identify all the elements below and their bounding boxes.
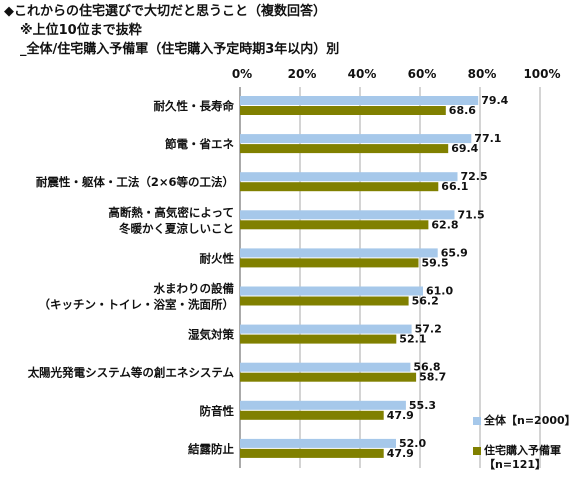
bar-buyers [240, 372, 417, 382]
x-tick-label: 60% [408, 67, 437, 81]
data-label-buyers: 56.2 [412, 295, 439, 308]
data-label-all: 72.5 [461, 170, 488, 183]
bar-buyers [240, 296, 409, 306]
bar-all [240, 400, 406, 410]
data-label-all: 65.9 [441, 246, 468, 259]
data-label-all: 52.0 [399, 437, 426, 450]
data-label-all: 71.5 [458, 208, 485, 221]
data-label-buyers: 69.4 [451, 142, 478, 155]
x-tick-label: 100% [523, 67, 560, 81]
data-label-all: 55.3 [409, 399, 436, 412]
legend-label-buyers-n: 【n=121】 [484, 458, 547, 471]
bar-all [240, 286, 423, 296]
bar-buyers [240, 220, 429, 230]
bar-buyers [240, 334, 397, 344]
category-label: 耐震性・躯体・工法（2×6等の工法） [36, 175, 234, 189]
bar-buyers [240, 182, 439, 192]
legend-swatch-all [473, 417, 481, 425]
category-label: 耐久性・長寿命 [154, 99, 235, 113]
data-label-buyers: 47.9 [387, 409, 414, 422]
category-label: 耐火性 [200, 251, 235, 265]
data-label-buyers: 47.9 [387, 447, 414, 460]
chart-title-block: ◆これからの住宅選びで大切だと思うこと（複数回答） ※上位10位まで抜粋 _全体… [4, 2, 339, 59]
category-label: 水まわりの設備 [154, 282, 235, 296]
data-label-buyers: 68.6 [449, 104, 476, 117]
chart-legend: 全体【n=2000】 住宅購入予備軍 【n=121】 [473, 414, 576, 488]
category-label: 高断熱・高気密によって [108, 205, 234, 219]
bar-all [240, 438, 396, 448]
data-label-all: 61.0 [426, 285, 453, 298]
data-label-buyers: 52.1 [399, 333, 426, 346]
category-label: 結露防止 [188, 442, 234, 456]
legend-label-buyers: 住宅購入予備軍 [484, 444, 561, 457]
bar-all [240, 134, 472, 144]
category-label: 太陽光発電システム等の創エネシステム [27, 366, 235, 380]
bar-buyers [240, 448, 384, 458]
bar-all [240, 248, 438, 258]
legend-label-all: 全体【n=2000】 [484, 414, 576, 427]
x-tick-label: 0% [232, 67, 252, 81]
bar-all [240, 96, 479, 105]
legend-item-all: 全体【n=2000】 [473, 414, 576, 428]
bar-all [240, 362, 411, 372]
data-label-all: 56.8 [413, 361, 440, 374]
data-label-buyers: 59.5 [422, 256, 449, 269]
x-tick-label: 20% [288, 67, 317, 81]
chart-subtitle-note: ※上位10位まで抜粋 [20, 23, 142, 38]
bar-buyers [240, 258, 419, 268]
category-label: 節電・省エネ [164, 137, 234, 151]
category-label: 冬暖かく夏涼しいこと [119, 221, 234, 235]
bar-buyers [240, 410, 384, 420]
x-tick-label: 40% [348, 67, 377, 81]
legend-swatch-buyers [473, 447, 481, 455]
chart-title: ◆これからの住宅選びで大切だと思うこと（複数回答） [4, 4, 326, 19]
data-label-all: 77.1 [474, 132, 501, 145]
data-label-all: 57.2 [415, 323, 442, 336]
data-label-buyers: 62.8 [431, 218, 458, 231]
bar-all [240, 324, 412, 334]
category-label: 湿気対策 [188, 328, 234, 342]
bar-all [240, 210, 455, 220]
legend-item-buyers: 住宅購入予備軍 【n=121】 [473, 444, 576, 472]
bar-buyers [240, 106, 446, 115]
x-tick-label: 80% [468, 67, 497, 81]
data-label-buyers: 58.7 [419, 371, 446, 384]
chart-subtitle-breakdown: _全体/住宅購入予備軍（住宅購入予定時期3年以内）別 [20, 42, 340, 57]
data-label-all: 79.4 [481, 94, 508, 107]
category-label: （キッチン・トイレ・浴室・洗面所） [39, 298, 235, 312]
data-label-buyers: 66.1 [441, 180, 468, 193]
bar-all [240, 172, 458, 182]
bar-buyers [240, 144, 449, 154]
category-label: 防音性 [200, 404, 235, 418]
